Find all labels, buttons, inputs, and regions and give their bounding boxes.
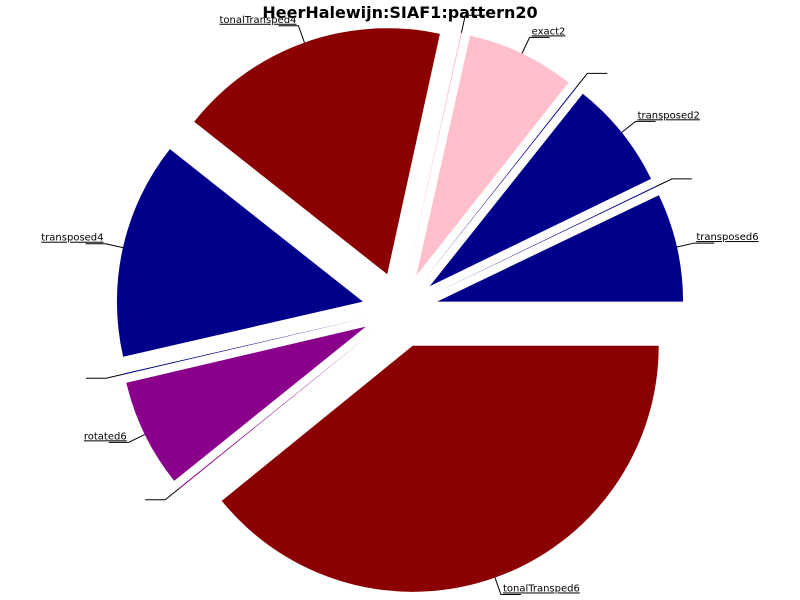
pie-slice <box>194 28 440 275</box>
slice-label: exact2 <box>532 26 566 37</box>
pie-slice <box>429 93 651 287</box>
slice-leader-line <box>621 120 656 133</box>
slice-label: transposed2 <box>638 110 700 121</box>
slice-leader-line <box>521 36 550 54</box>
slice-label: transposed6 <box>696 232 758 243</box>
slice-label: transposed4 <box>41 233 103 244</box>
slice-leader-line <box>278 25 305 43</box>
pie-slice <box>116 149 363 357</box>
pie-slice <box>221 345 659 592</box>
slice-label: tonalTransped4 <box>220 15 297 26</box>
slice-leader-line <box>85 243 124 249</box>
slice-leader-line <box>494 577 521 595</box>
slice-leader-line <box>460 14 486 33</box>
slice-leader-line <box>145 488 180 501</box>
chart-title: HeerHalewijn:SIAF1:pattern20 <box>262 3 538 22</box>
pie-slice <box>416 35 569 276</box>
pie-slice <box>437 195 684 302</box>
pie-slice <box>126 326 366 481</box>
slice-leader-line <box>108 434 145 443</box>
slice-label: rotated6 <box>84 431 127 442</box>
pie-slice <box>178 333 371 489</box>
pie-slice <box>423 86 577 281</box>
pie-slice <box>408 32 462 273</box>
slice-label: tonalTransped6 <box>503 583 580 594</box>
slice-leader-line <box>655 178 692 188</box>
pie-slice <box>434 186 657 294</box>
slice-leader-line <box>676 242 715 248</box>
pie-slice <box>123 318 363 375</box>
slice-leader-line <box>575 72 608 88</box>
slice-leader-line <box>85 373 124 379</box>
